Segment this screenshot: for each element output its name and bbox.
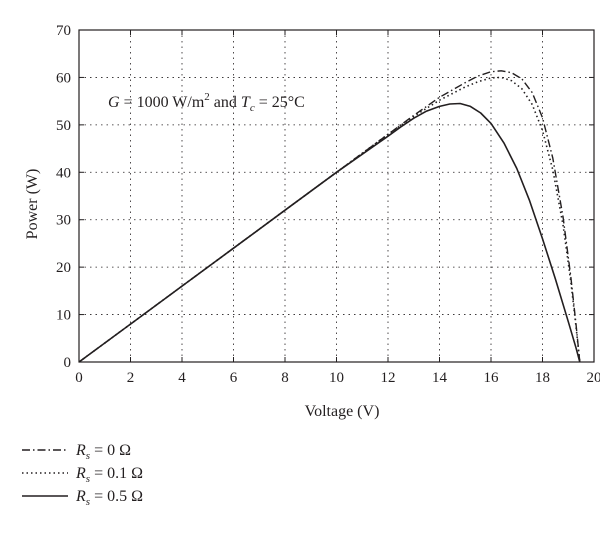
legend-label-1: Rs = 0.1 Ω [75, 465, 143, 485]
x-tick-label: 16 [484, 370, 500, 386]
x-tick-label: 8 [281, 370, 289, 386]
series-line-2 [78, 102, 581, 363]
legend: Rs = 0 Ω Rs = 0.1 Ω Rs = 0.5 Ω [22, 442, 143, 508]
x-tick-label: 0 [75, 370, 83, 386]
y-axis-title: Power (W) [24, 169, 41, 240]
y-tick-label: 10 [56, 308, 71, 324]
series-line-0 [78, 70, 581, 363]
y-tick-label: 50 [56, 118, 71, 134]
x-axis-title: Voltage (V) [305, 403, 380, 420]
y-tick-label: 60 [56, 70, 71, 86]
y-tick-label: 20 [56, 260, 71, 276]
x-tick-label: 18 [535, 370, 550, 386]
y-tick-label: 70 [56, 23, 71, 39]
x-tick-label: 12 [381, 370, 396, 386]
axis-ticks: 0 2 4 6 8 10 12 14 16 18 20 0 10 20 30 40 50 60 70 [56, 23, 600, 386]
series-layer [78, 70, 581, 363]
x-tick-label: 14 [432, 370, 448, 386]
conditions-annotation: G = 1000 W/m2 and Tc = 25°C [108, 91, 305, 114]
x-tick-label: 4 [178, 370, 186, 386]
x-tick-label: 2 [127, 370, 135, 386]
y-tick-label: 30 [56, 213, 71, 229]
x-tick-label: 10 [329, 370, 344, 386]
y-tick-label: 0 [64, 355, 72, 371]
y-tick-label: 40 [56, 165, 71, 181]
x-tick-label: 20 [587, 370, 600, 386]
x-tick-label: 6 [230, 370, 238, 386]
legend-label-2: Rs = 0.5 Ω [75, 488, 143, 508]
legend-label-0: Rs = 0 Ω [75, 442, 131, 462]
series-line-1 [78, 76, 581, 363]
grid-lines [79, 30, 594, 362]
